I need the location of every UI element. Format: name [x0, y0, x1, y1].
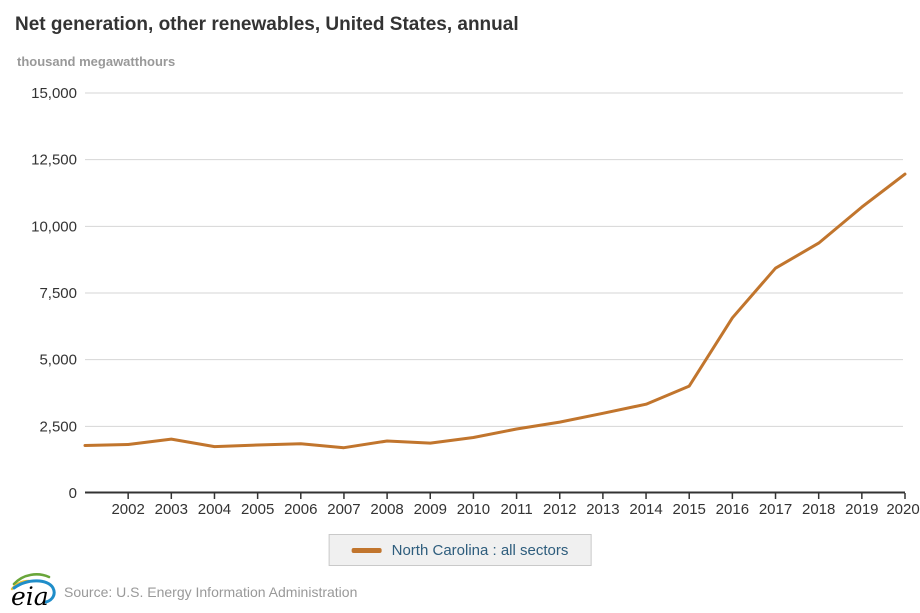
x-axis-tick-label: 2002	[111, 501, 144, 518]
x-axis-tick-label: 2008	[370, 501, 403, 518]
x-axis-tick-label: 2006	[284, 501, 317, 518]
x-axis-tick-label: 2019	[845, 501, 878, 518]
y-axis-tick-label: 15,000	[31, 85, 77, 102]
x-axis-tick-label: 2020	[886, 501, 919, 518]
chart-unit-label: thousand megawatthours	[17, 54, 176, 69]
series-line	[83, 172, 907, 450]
x-axis-tick-label: 2014	[629, 501, 662, 518]
x-axis-tick-label: 2012	[543, 501, 576, 518]
svg-text:eia: eia	[11, 582, 49, 611]
eia-logo-icon[interactable]: eia	[8, 569, 60, 611]
y-axis-tick-label: 7,500	[39, 285, 77, 302]
legend-series-label: North Carolina : all sectors	[391, 541, 569, 559]
x-axis-tick-label: 2003	[155, 501, 188, 518]
x-axis-tick-label: 2013	[586, 501, 619, 518]
y-axis-tick-label: 10,000	[31, 218, 77, 235]
x-axis-tick-label: 2004	[198, 501, 231, 518]
x-axis-tick-label: 2011	[500, 501, 532, 518]
chart-title: Net generation, other renewables, United…	[15, 14, 519, 35]
x-axis-tick-label: 2015	[673, 501, 706, 518]
x-axis-tick-label: 2016	[716, 501, 749, 518]
y-axis-tick-label: 0	[69, 485, 77, 502]
y-axis-tick-label: 12,500	[31, 152, 77, 169]
x-axis-tick-label: 2010	[457, 501, 490, 518]
x-axis-tick-label: 2018	[802, 501, 835, 518]
y-axis-tick-label: 5,000	[39, 352, 77, 369]
legend-series-swatch	[351, 547, 382, 553]
source-text: Source: U.S. Energy Information Administ…	[64, 584, 358, 600]
legend-box[interactable]: North Carolina : all sectors	[328, 534, 592, 566]
x-axis-tick-label: 2007	[327, 501, 360, 518]
x-axis-tick-label: 2009	[414, 501, 447, 518]
y-axis-tick-label: 2,500	[39, 418, 77, 435]
x-axis-tick-label: 2017	[759, 501, 792, 518]
x-axis-tick-label: 2005	[241, 501, 274, 518]
footer: eia Source: U.S. Energy Information Admi…	[0, 567, 920, 613]
